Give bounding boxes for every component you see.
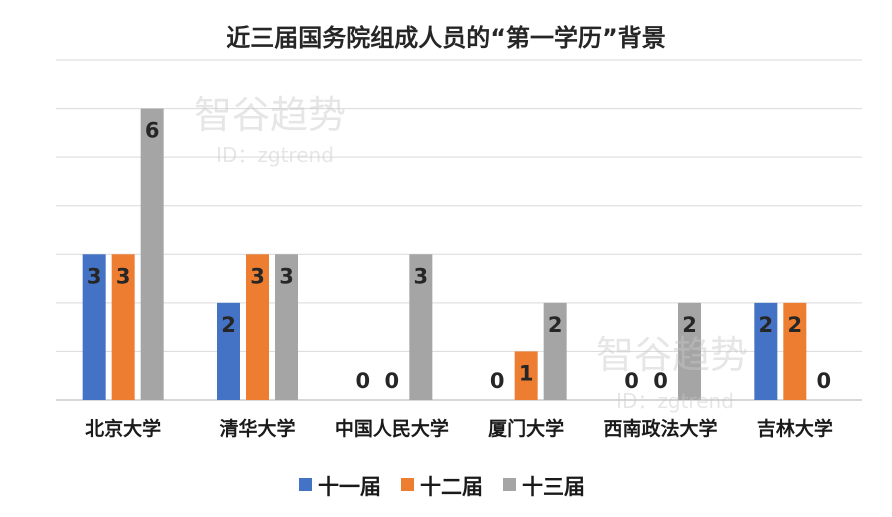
bar — [217, 302, 240, 400]
category-label: 北京大学 — [85, 417, 161, 440]
legend: 十一届 十二届 十三届 — [299, 475, 585, 499]
data-label: 3 — [116, 264, 131, 288]
data-label: 1 — [519, 361, 534, 385]
data-label: 2 — [788, 313, 803, 337]
category-label: 吉林大学 — [757, 417, 833, 440]
data-label: 0 — [624, 369, 639, 393]
data-label: 3 — [279, 264, 294, 288]
category-label: 西南政法大学 — [603, 417, 717, 440]
bar — [543, 302, 567, 400]
watermark-brand-top: 智谷趋势 — [194, 93, 346, 137]
category-labels: 北京大学 清华大学 中国人民大学 厦门大学 西南政法大学 吉林大学 — [85, 417, 833, 440]
legend-swatch — [401, 478, 414, 491]
chart-title: 近三届国务院组成人员的“第一学历”背景 — [226, 24, 666, 52]
data-label: 0 — [653, 369, 668, 393]
data-label: 2 — [221, 313, 236, 337]
watermark: 智谷趋势 ID：zgtrend 智谷趋势 ID：zgtrend — [194, 93, 748, 413]
data-label: 3 — [250, 264, 265, 288]
bars — [82, 108, 807, 401]
legend-swatch — [503, 478, 516, 491]
legend-swatch — [299, 478, 312, 491]
legend-item: 十一届 — [299, 475, 381, 499]
bar — [754, 302, 778, 400]
bar — [111, 254, 135, 400]
data-label: 2 — [682, 313, 697, 337]
watermark-brand-bottom: 智谷趋势 — [596, 333, 748, 377]
legend-item: 十三届 — [503, 475, 585, 499]
data-label: 0 — [490, 369, 505, 393]
legend-item: 十二届 — [401, 475, 483, 499]
data-label: 3 — [414, 264, 429, 288]
data-label: 0 — [817, 369, 832, 393]
legend-label: 十三届 — [522, 475, 585, 499]
bar — [409, 254, 433, 400]
bar — [783, 302, 807, 400]
watermark-id-bottom: ID：zgtrend — [616, 389, 734, 413]
bar — [140, 108, 164, 401]
category-label: 中国人民大学 — [335, 417, 449, 440]
data-label: 0 — [385, 369, 400, 393]
legend-label: 十一届 — [318, 475, 381, 499]
category-label: 厦门大学 — [488, 417, 564, 440]
data-label: 3 — [87, 264, 102, 288]
data-label: 2 — [759, 313, 774, 337]
data-label: 0 — [356, 369, 371, 393]
bar — [678, 302, 701, 400]
bar — [246, 254, 269, 400]
legend-label: 十二届 — [420, 475, 483, 499]
watermark-id-top: ID：zgtrend — [216, 143, 334, 167]
gridlines — [56, 59, 862, 401]
category-label: 清华大学 — [219, 417, 295, 440]
data-label: 6 — [145, 119, 160, 143]
data-label: 2 — [548, 313, 563, 337]
bar — [275, 254, 298, 400]
bar — [82, 254, 106, 400]
bar — [514, 351, 538, 400]
